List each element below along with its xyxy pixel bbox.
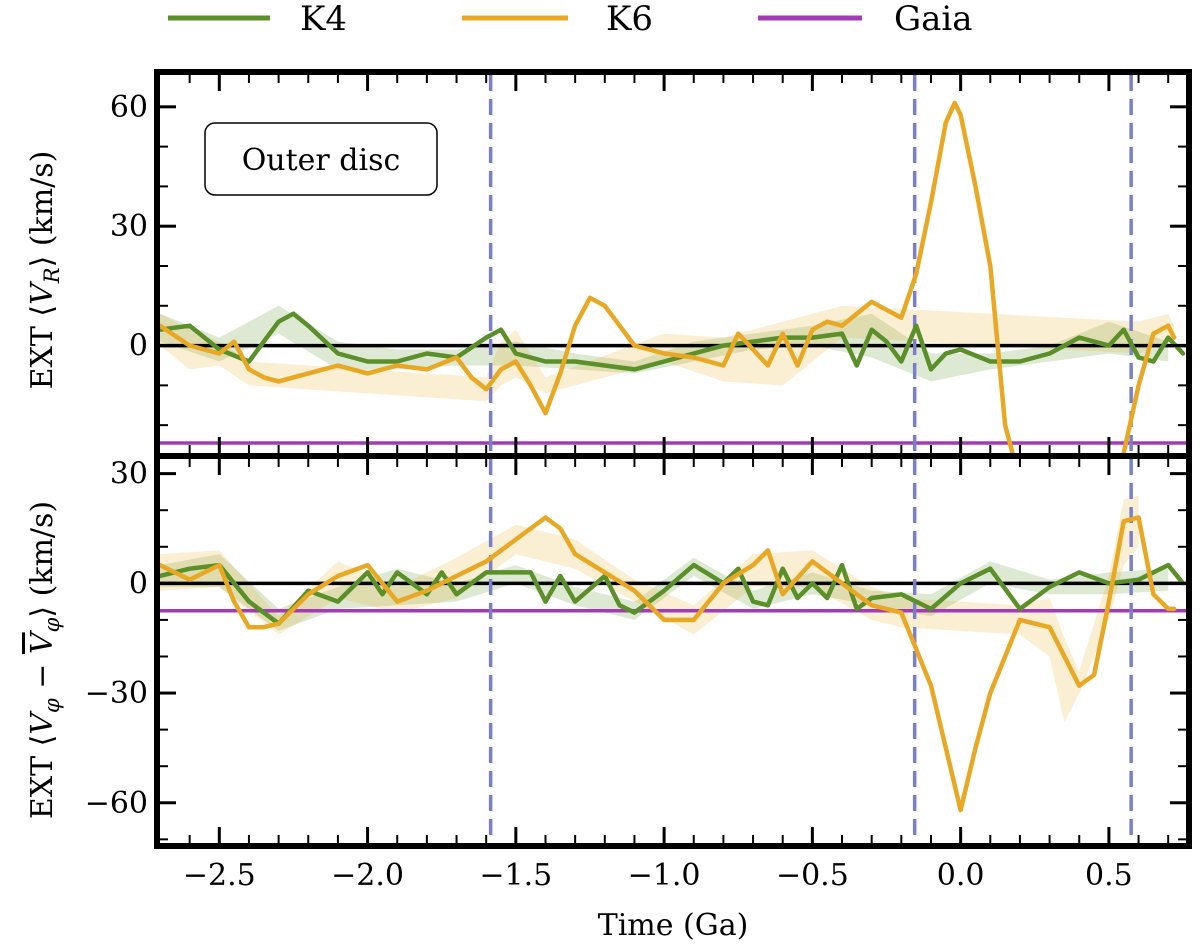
outer-disc-box: Outer disc [204,122,438,196]
outer-disc-frame [204,122,438,196]
x-tick-label: −1.5 [479,858,552,893]
x-tick-label: −2.0 [331,858,404,893]
legend-k4-label: K4 [300,0,347,39]
y-tick-label: −30 [85,676,148,711]
panel-vr-marks [160,75,1186,453]
x-tick-label: −0.5 [776,858,849,893]
x-axis-label: Time (Ga) [598,908,749,943]
x-tick-label: 0.5 [1085,858,1133,893]
legend-gaia-label: Gaia [894,0,973,39]
legend-k6-label: K6 [606,0,653,39]
k4-series-line [160,562,1186,626]
k4-series-line [160,311,1186,372]
panel-vr-ticks: 0 30 60 [110,75,1186,453]
panel-vphi-frame [154,453,1192,849]
k6-uncertainty-band [160,495,1139,723]
y-tick-label: 0 [129,329,148,364]
panel-vr-plot [160,75,1186,453]
panel-vr-ylabel: EXT ⟨VR⟩ (km/s) [25,151,64,390]
panel-vphi-marks [160,459,1186,843]
y-tick-label: 60 [110,90,148,125]
x-tick-label: −2.5 [183,858,256,893]
panel-vphi: −60 −30 0 30 EXT ⟨Vφ − Vφ⟩ (km/s) [25,453,1192,849]
panel-vphi-plot [160,459,1186,843]
x-tick-label: −1.0 [628,858,701,893]
outer-disc-annotation: Outer disc [242,143,401,178]
y-tick-label: 0 [129,566,148,601]
panel-vphi-ylabel: EXT ⟨Vφ − Vφ⟩ (km/s) [25,501,64,819]
panel-vphi-ticks: −60 −30 0 30 [85,457,1186,843]
x-axis: −2.5 −2.0 −1.5 −1.0 −0.5 0.0 0.5 [183,858,1133,893]
y-tick-label: 30 [110,457,148,492]
k4-uncertainty-band [160,305,1169,382]
panel-vr: 0 30 60 Outer disc EXT ⟨VR⟩ (km/s) [25,69,1192,459]
y-tick-label: 30 [110,209,148,244]
k6-series-line [160,515,1177,813]
y-tick-label: −60 [85,786,148,821]
legend: K4 K6 Gaia [168,0,973,39]
x-tick-label: 0.0 [937,858,985,893]
k6-series-line [160,100,1177,453]
